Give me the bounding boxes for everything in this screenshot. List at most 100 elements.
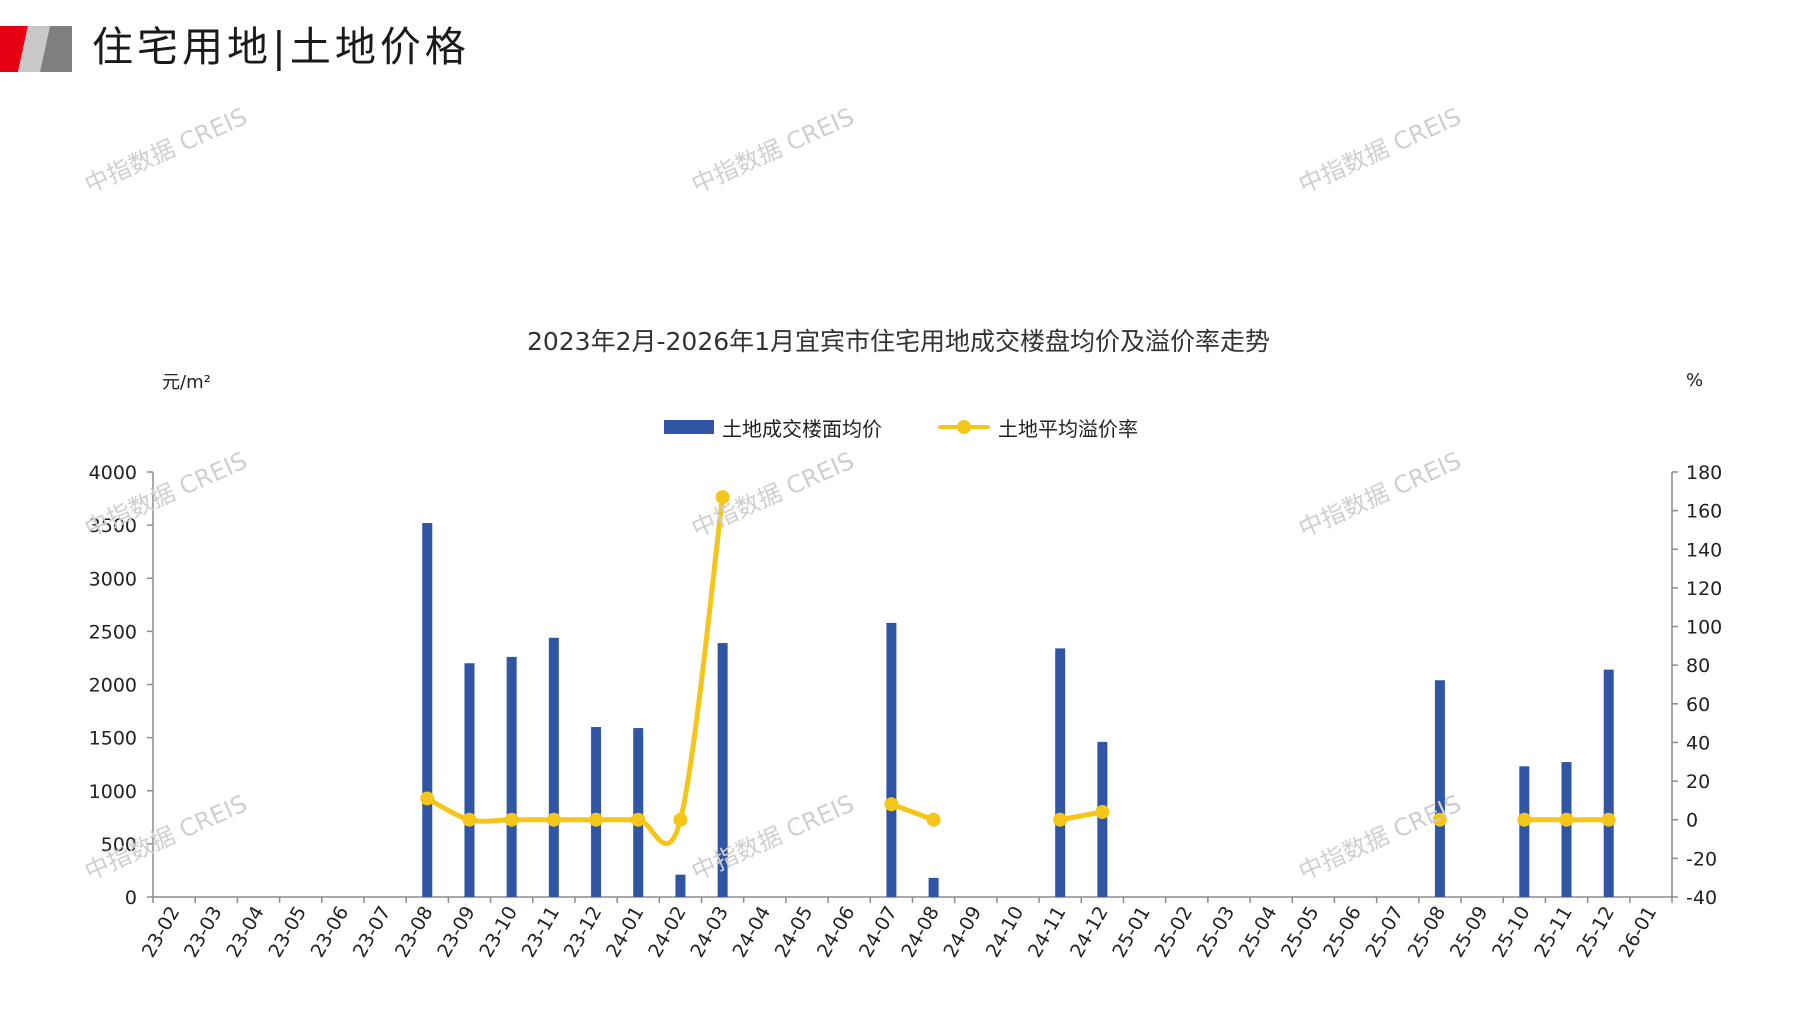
bar — [506, 656, 517, 897]
bar — [928, 877, 939, 897]
x-tick-label: 25-01 — [1108, 903, 1155, 962]
premium-rate-point — [589, 812, 604, 827]
x-tick-label: 23-08 — [391, 903, 438, 962]
premium-rate-point — [1053, 812, 1068, 827]
x-tick-label: 23-10 — [475, 903, 522, 962]
right-tick-label: 180 — [1686, 462, 1722, 484]
x-tick-label: 23-06 — [307, 903, 354, 962]
premium-rate-point — [715, 490, 730, 505]
x-tick-label: 24-01 — [602, 903, 649, 962]
left-tick-label: 0 — [125, 887, 137, 909]
left-tick-label: 3000 — [89, 568, 137, 590]
premium-rate-point — [1432, 812, 1447, 827]
x-tick-label: 26-01 — [1615, 903, 1662, 962]
x-tick-label: 23-02 — [138, 903, 185, 962]
x-tick-label: 24-12 — [1066, 903, 1113, 962]
x-tick-label: 25-04 — [1235, 903, 1282, 962]
bar — [1055, 648, 1066, 897]
right-tick-label: 20 — [1686, 771, 1710, 793]
right-axis-unit: % — [1686, 370, 1704, 391]
right-tick-label: -40 — [1686, 887, 1717, 909]
x-tick-label: 24-07 — [855, 903, 902, 962]
bar — [886, 622, 897, 897]
bar — [1097, 741, 1108, 897]
right-tick-label: 60 — [1686, 694, 1710, 716]
x-tick-label: 25-05 — [1277, 903, 1324, 962]
x-tick-label: 24-02 — [644, 903, 691, 962]
premium-rate-point — [926, 812, 941, 827]
x-tick-label: 24-06 — [813, 903, 860, 962]
page-title: 住宅用地|土地价格 — [92, 23, 470, 71]
premium-rate-line — [424, 494, 726, 847]
premium-rate-point — [1559, 812, 1574, 827]
left-tick-label: 2500 — [89, 621, 137, 643]
bar — [717, 643, 728, 897]
x-tick-label: 23-05 — [264, 903, 311, 962]
x-tick-label: 24-11 — [1024, 903, 1071, 962]
left-tick-label: 2000 — [89, 675, 137, 697]
right-tick-label: 40 — [1686, 732, 1710, 754]
x-tick-label: 25-10 — [1488, 903, 1535, 962]
x-tick-label: 25-02 — [1150, 903, 1197, 962]
legend-line-label: 土地平均溢价率 — [998, 416, 1138, 441]
page-header: 住宅用地|土地价格 — [0, 0, 1797, 110]
bar — [591, 727, 602, 897]
premium-rate-point — [631, 812, 646, 827]
bar — [1434, 680, 1445, 897]
bar — [1519, 766, 1530, 897]
right-tick-label: 80 — [1686, 655, 1710, 677]
bar — [548, 637, 559, 897]
legend-bar-label: 土地成交楼面均价 — [722, 416, 882, 441]
premium-rate-point — [1601, 812, 1616, 827]
x-tick-label: 24-05 — [771, 903, 818, 962]
logo-mark — [0, 26, 72, 72]
right-tick-label: -20 — [1686, 848, 1717, 870]
x-tick-label: 24-08 — [897, 903, 944, 962]
x-tick-label: 25-11 — [1530, 903, 1577, 962]
bar — [1561, 762, 1572, 897]
right-tick-label: 120 — [1686, 578, 1722, 600]
x-tick-label: 23-07 — [349, 903, 396, 962]
premium-rate-point — [546, 812, 561, 827]
right-tick-label: 160 — [1686, 501, 1722, 523]
left-tick-label: 4000 — [89, 462, 137, 484]
left-tick-label: 1000 — [89, 781, 137, 803]
x-tick-label: 25-07 — [1361, 903, 1408, 962]
x-tick-label: 23-09 — [433, 903, 480, 962]
premium-rate-point — [884, 797, 899, 812]
right-tick-label: 100 — [1686, 617, 1722, 639]
chart-title: 2023年2月-2026年1月宜宾市住宅用地成交楼盘均价及溢价率走势 — [526, 327, 1271, 356]
x-tick-label: 25-12 — [1572, 903, 1619, 962]
x-tick-label: 25-03 — [1193, 903, 1240, 962]
legend-line-swatch — [938, 420, 990, 434]
bar — [1603, 669, 1614, 897]
x-tick-label: 24-03 — [686, 903, 733, 962]
right-tick-label: 140 — [1686, 539, 1722, 561]
premium-rate-point — [1517, 812, 1532, 827]
x-tick-label: 25-09 — [1446, 903, 1493, 962]
legend-item-line: 土地平均溢价率 — [938, 412, 1138, 442]
x-tick-label: 24-04 — [728, 903, 775, 962]
premium-rate-point — [1095, 805, 1110, 819]
bar — [464, 663, 475, 897]
x-tick-label: 23-04 — [222, 903, 269, 962]
x-tick-label: 25-06 — [1319, 903, 1366, 962]
legend-item-bar: 土地成交楼面均价 — [664, 412, 882, 442]
x-tick-label: 24-10 — [982, 903, 1029, 962]
premium-rate-point — [673, 812, 688, 827]
bar — [675, 874, 686, 897]
bar — [422, 523, 433, 897]
left-axis-unit: 元/m² — [162, 372, 211, 393]
left-tick-label: 500 — [101, 834, 137, 856]
legend-bar-swatch — [664, 420, 714, 434]
bar — [633, 728, 644, 897]
x-tick-label: 25-08 — [1404, 903, 1451, 962]
x-tick-label: 23-12 — [560, 903, 607, 962]
premium-rate-point — [462, 812, 477, 827]
left-tick-label: 3500 — [89, 515, 137, 537]
premium-rate-point — [504, 812, 519, 827]
premium-rate-point — [420, 791, 435, 806]
right-tick-label: 0 — [1686, 810, 1698, 832]
x-tick-label: 23-11 — [518, 903, 565, 962]
